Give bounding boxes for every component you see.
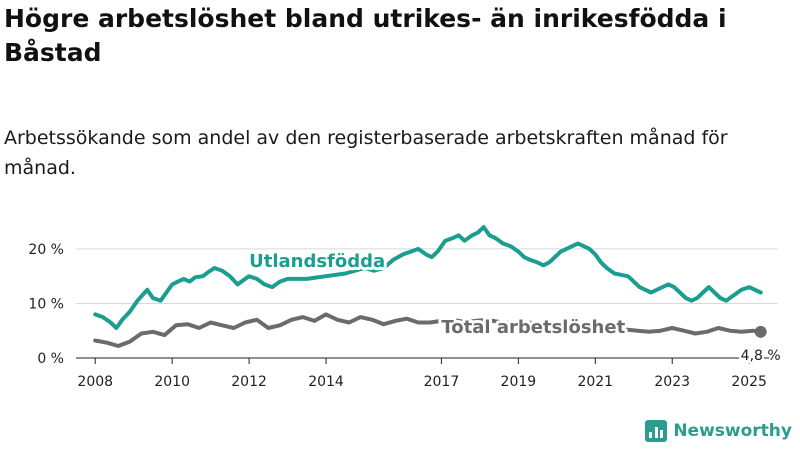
- bar-chart-icon: [645, 420, 668, 442]
- x-tick-label: 2014: [308, 374, 344, 390]
- x-tick-label: 2008: [77, 374, 113, 390]
- y-tick-label: 20 %: [28, 242, 64, 258]
- chart-subtitle: Arbetssökande som andel av den registerb…: [4, 127, 728, 179]
- series-labels: Utlandsfödda Total arbetslöshet 4,8 %: [246, 248, 783, 366]
- x-tick-label: 2021: [577, 374, 613, 390]
- brand-name: Newsworthy: [673, 421, 792, 441]
- x-tick-label: 2010: [154, 374, 190, 390]
- newsworthy-logo: Newsworthy: [645, 420, 792, 442]
- total-arbetsloshet-line: [93, 312, 763, 348]
- y-tick-label: 10 %: [28, 296, 64, 312]
- series-lines: [93, 225, 767, 348]
- x-tick-label: 2012: [231, 374, 267, 390]
- end-value-label: 4,8 %: [741, 348, 781, 364]
- utlandsfodda-line: [93, 225, 763, 330]
- series-label-total: Total arbetslöshet: [441, 317, 625, 338]
- chart-title: Högre arbetslöshet bland utrikes- än inr…: [4, 4, 727, 67]
- end-point-marker: [754, 325, 767, 338]
- x-tick-label: 2025: [731, 374, 767, 390]
- y-axis-ticks: 0 % 10 % 20 %: [28, 242, 64, 367]
- x-tick-label: 2023: [654, 374, 690, 390]
- y-tick-label: 0 %: [37, 351, 64, 367]
- x-axis-ticks: 2008 2010 2012 2014 2017 2019 2021 2023 2025: [77, 358, 767, 390]
- gridlines: [76, 248, 778, 359]
- x-tick-label: 2017: [424, 374, 460, 390]
- series-label-utlandsfodda: Utlandsfödda: [249, 251, 385, 272]
- x-tick-label: 2019: [501, 374, 537, 390]
